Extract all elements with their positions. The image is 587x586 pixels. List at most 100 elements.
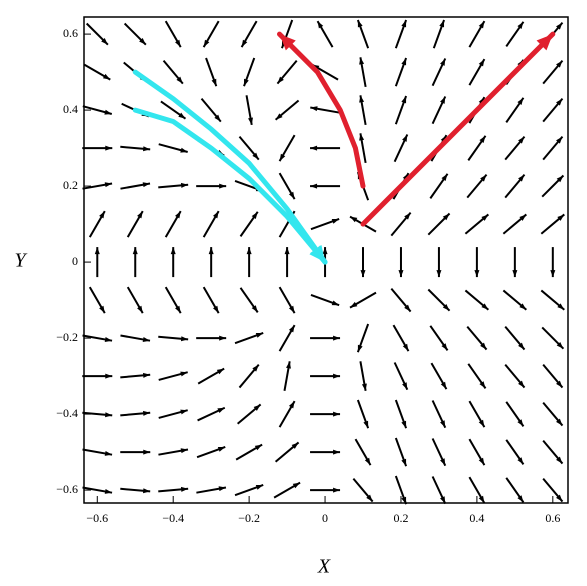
field-arrow-head	[441, 173, 448, 181]
field-arrow	[164, 20, 182, 48]
field-arrow	[310, 487, 341, 493]
field-arrow-head	[288, 325, 295, 333]
field-arrow	[542, 477, 564, 503]
field-arrow	[542, 97, 564, 123]
field-arrow-head	[180, 147, 188, 153]
field-arrow-head	[291, 442, 299, 449]
trajectory	[360, 31, 556, 227]
field-arrow-head	[333, 449, 341, 455]
field-arrow	[274, 441, 300, 463]
field-arrow	[234, 332, 264, 345]
field-arrow-head	[333, 373, 341, 379]
field-arrow-head	[102, 73, 111, 80]
field-arrow-head	[519, 214, 527, 221]
field-arrow-head	[402, 343, 409, 352]
field-arrow	[234, 484, 264, 497]
field-arrow	[200, 97, 222, 123]
field-arrow	[170, 247, 176, 278]
field-arrow-head	[402, 382, 408, 390]
field-arrow	[431, 96, 447, 125]
plot-frame	[83, 16, 569, 504]
field-arrow	[356, 399, 370, 429]
field-arrow-head	[99, 305, 105, 314]
field-arrow-head	[170, 247, 176, 255]
field-arrow-head	[556, 418, 563, 426]
field-arrow	[120, 372, 151, 379]
field-arrow	[85, 22, 109, 46]
field-arrow	[540, 213, 565, 235]
field-arrow-head	[251, 211, 258, 219]
field-arrow	[429, 325, 449, 351]
field-arrow	[273, 481, 301, 499]
field-arrow	[82, 448, 113, 456]
field-arrow-head	[105, 145, 113, 151]
field-arrow	[310, 294, 340, 307]
field-arrow-head	[216, 368, 225, 375]
field-arrow-head	[217, 407, 225, 413]
field-arrow-head	[517, 97, 524, 105]
trajectory-head	[536, 34, 553, 51]
field-arrow-head	[241, 39, 248, 48]
field-arrow-head	[211, 78, 217, 87]
field-arrow	[431, 438, 447, 467]
field-arrow	[466, 325, 488, 351]
field-arrow-head	[518, 136, 525, 144]
field-arrow	[542, 59, 564, 85]
field-arrow	[82, 411, 113, 418]
field-arrow	[245, 95, 253, 126]
field-arrow	[542, 439, 564, 465]
field-arrow	[349, 291, 377, 309]
field-arrow	[82, 145, 113, 151]
field-arrow-head	[180, 448, 188, 454]
field-arrow	[240, 20, 258, 48]
field-arrow	[202, 20, 220, 48]
field-arrow	[88, 286, 106, 314]
field-arrow-head	[176, 76, 183, 84]
field-arrow	[468, 476, 486, 504]
field-arrow	[283, 361, 291, 392]
field-arrow-head	[439, 20, 445, 28]
field-arrow	[196, 486, 227, 494]
field-arrow	[542, 363, 564, 389]
field-arrow	[82, 182, 113, 190]
field-arrow	[243, 57, 256, 87]
field-arrow	[468, 438, 486, 466]
field-arrow-head	[557, 214, 565, 221]
x-axis-title: X	[317, 556, 331, 578]
trajectory	[132, 107, 328, 265]
field-arrow	[394, 19, 408, 49]
field-arrow-head	[252, 152, 259, 160]
field-arrow-head	[333, 335, 341, 341]
field-arrow	[427, 212, 451, 236]
field-arrow-head	[142, 410, 151, 416]
field-arrow	[164, 286, 182, 314]
field-arrow	[126, 286, 144, 314]
field-arrow-head	[142, 146, 151, 152]
field-arrow-head	[142, 372, 151, 378]
field-arrow	[235, 443, 263, 461]
field-arrow-head	[442, 213, 450, 221]
field-arrow	[464, 213, 490, 235]
trajectory-head	[279, 34, 296, 51]
field-arrow	[238, 135, 260, 161]
field-arrow	[354, 438, 372, 466]
field-arrow-head	[359, 95, 365, 103]
field-arrow	[431, 476, 447, 505]
field-arrow-head	[401, 20, 407, 28]
field-arrow-head	[137, 211, 143, 219]
trajectory	[276, 31, 366, 189]
field-arrow-head	[517, 457, 524, 465]
field-arrow-head	[99, 211, 105, 219]
field-arrow	[394, 475, 408, 505]
field-arrow	[158, 182, 189, 189]
field-arrow-head	[359, 57, 365, 65]
field-arrow	[436, 247, 442, 278]
field-arrow-head	[243, 78, 249, 87]
field-arrow	[94, 247, 100, 278]
field-arrow-head	[478, 495, 485, 504]
field-arrow-head	[254, 444, 263, 451]
field-arrow	[505, 21, 525, 47]
field-arrow-head	[518, 380, 525, 388]
field-arrow-head	[142, 488, 151, 494]
field-arrow	[359, 133, 367, 164]
